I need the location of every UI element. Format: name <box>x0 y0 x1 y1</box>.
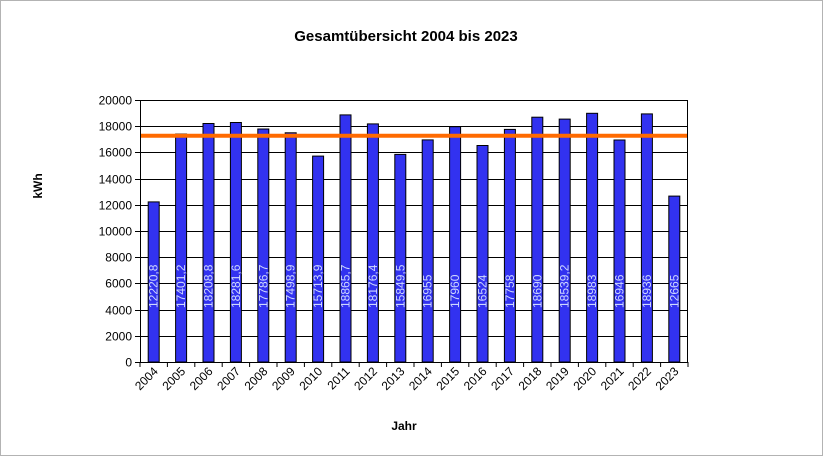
x-tick-label: 2021 <box>598 364 627 393</box>
bar-value-label: 17401,2 <box>174 264 188 308</box>
bar-value-label: 17960 <box>448 274 462 308</box>
bar-value-label: 17786,7 <box>256 264 270 308</box>
bar <box>366 123 379 363</box>
x-tick-label: 2013 <box>379 364 408 393</box>
bar <box>257 128 270 363</box>
bar <box>202 123 215 363</box>
x-tick-label: 2005 <box>159 364 188 393</box>
bar-value-label: 16955 <box>421 274 435 308</box>
bar-value-label: 18176,4 <box>366 264 380 308</box>
bar-value-label: 18983 <box>585 274 599 308</box>
x-axis-label: Jahr <box>391 419 417 433</box>
x-tick-label: 2011 <box>324 364 352 392</box>
bar-value-label: 18281,6 <box>229 264 243 308</box>
y-tick-label: 14000 <box>99 173 133 187</box>
x-tick-label: 2015 <box>433 364 462 393</box>
y-tick-label: 0 <box>125 356 132 370</box>
x-tick-label: 2022 <box>625 364 654 393</box>
bar <box>449 126 462 363</box>
x-tick-label: 2016 <box>461 364 490 393</box>
bar <box>229 122 242 363</box>
bar <box>531 116 544 363</box>
y-tick-label: 6000 <box>105 277 132 291</box>
bar <box>586 112 599 363</box>
y-tick-label: 20000 <box>99 94 133 108</box>
x-tick-label: 2017 <box>488 364 517 393</box>
plot-area-border <box>140 100 688 363</box>
y-tick-label: 12000 <box>99 199 133 213</box>
y-axis-ticks: 0 2000 4000 6000 8000 10000 12000 14000 16000 180… <box>99 94 140 370</box>
x-tick-label: 2020 <box>570 364 599 393</box>
bar <box>421 139 434 363</box>
bar-value-label: 12220,8 <box>147 264 161 308</box>
bar <box>284 132 297 363</box>
x-tick-label: 2018 <box>516 364 545 393</box>
bar-value-label: 15849,5 <box>393 264 407 308</box>
x-tick-label: 2008 <box>242 364 271 393</box>
bar <box>312 155 325 363</box>
y-tick-label: 16000 <box>99 146 133 160</box>
bar-value-label: 17498,9 <box>284 264 298 308</box>
bar <box>640 113 653 363</box>
bar-value-label: 18936 <box>640 274 654 308</box>
x-tick-label: 2023 <box>653 364 682 393</box>
x-tick-label: 2014 <box>406 364 435 393</box>
x-tick-label: 2012 <box>351 364 380 393</box>
bar-value-label: 18690 <box>530 274 544 308</box>
bars <box>147 112 681 363</box>
bar <box>613 139 626 363</box>
y-tick-label: 18000 <box>99 120 133 134</box>
bar <box>175 133 188 363</box>
grid-lines <box>140 100 688 363</box>
x-tick-label: 2007 <box>214 364 243 393</box>
y-tick-label: 8000 <box>105 251 132 265</box>
bar <box>558 118 571 363</box>
x-tick-label: 2010 <box>296 364 325 393</box>
bar-value-label: 18539,2 <box>558 264 572 308</box>
bar-value-label: 12665 <box>667 274 681 308</box>
bar-value-label: 16946 <box>613 274 627 308</box>
bar <box>339 114 352 363</box>
x-tick-label: 2009 <box>269 364 298 393</box>
bar <box>476 145 489 363</box>
y-tick-label: 4000 <box>105 304 132 318</box>
bar-value-label: 15713,9 <box>311 264 325 308</box>
bar-value-label: 16524 <box>476 274 490 308</box>
bar-value-labels: 12220,8 17401,2 18208,8 18281,6 17786,7 17498… <box>147 264 682 308</box>
x-tick-label: 2019 <box>543 364 572 393</box>
y-tick-label: 2000 <box>105 330 132 344</box>
y-tick-label: 10000 <box>99 225 133 239</box>
x-tick-label: 2006 <box>187 364 216 393</box>
chart-title: Gesamtübersicht 2004 bis 2023 <box>294 28 517 45</box>
y-axis-label: kWh <box>31 173 45 198</box>
bar <box>394 153 407 363</box>
x-tick-label: 2004 <box>132 364 161 393</box>
bar-value-label: 18208,8 <box>202 264 216 308</box>
bar <box>503 128 516 363</box>
bar-value-label: 18865,7 <box>339 264 353 308</box>
bar-value-label: 17758 <box>503 274 517 308</box>
